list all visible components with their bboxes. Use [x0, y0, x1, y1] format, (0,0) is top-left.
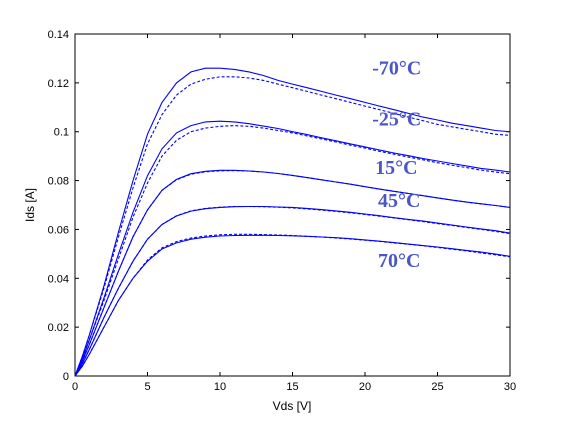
annotation-label-1: -25°C	[372, 109, 421, 131]
y-tick-label-4: 0.08	[48, 176, 69, 188]
annotation-label-2: 15°C	[375, 157, 417, 179]
annotation-label-3: 45°C	[378, 190, 420, 212]
x-tick-label-2: 10	[214, 381, 226, 393]
y-tick-label-0: 0	[63, 371, 69, 383]
x-axis-label: Vds [V]	[273, 399, 312, 413]
y-axis-label: Ids [A]	[23, 188, 37, 222]
x-tick-label-6: 30	[504, 381, 516, 393]
x-tick-label-5: 25	[431, 381, 443, 393]
y-tick-label-1: 0.02	[48, 322, 69, 334]
annotation-label-4: 70°C	[378, 250, 420, 272]
annotation-label-0: -70°C	[372, 57, 421, 79]
x-tick-label-3: 15	[286, 381, 298, 393]
y-tick-label-6: 0.12	[48, 78, 69, 90]
plot-area	[75, 34, 510, 376]
y-tick-label-3: 0.06	[48, 224, 69, 236]
x-tick-label-1: 5	[144, 381, 150, 393]
y-tick-label-2: 0.04	[48, 273, 69, 285]
x-tick-label-0: 0	[72, 381, 78, 393]
x-tick-label-4: 20	[359, 381, 371, 393]
y-tick-label-5: 0.1	[54, 127, 69, 139]
y-tick-label-7: 0.14	[48, 29, 69, 41]
